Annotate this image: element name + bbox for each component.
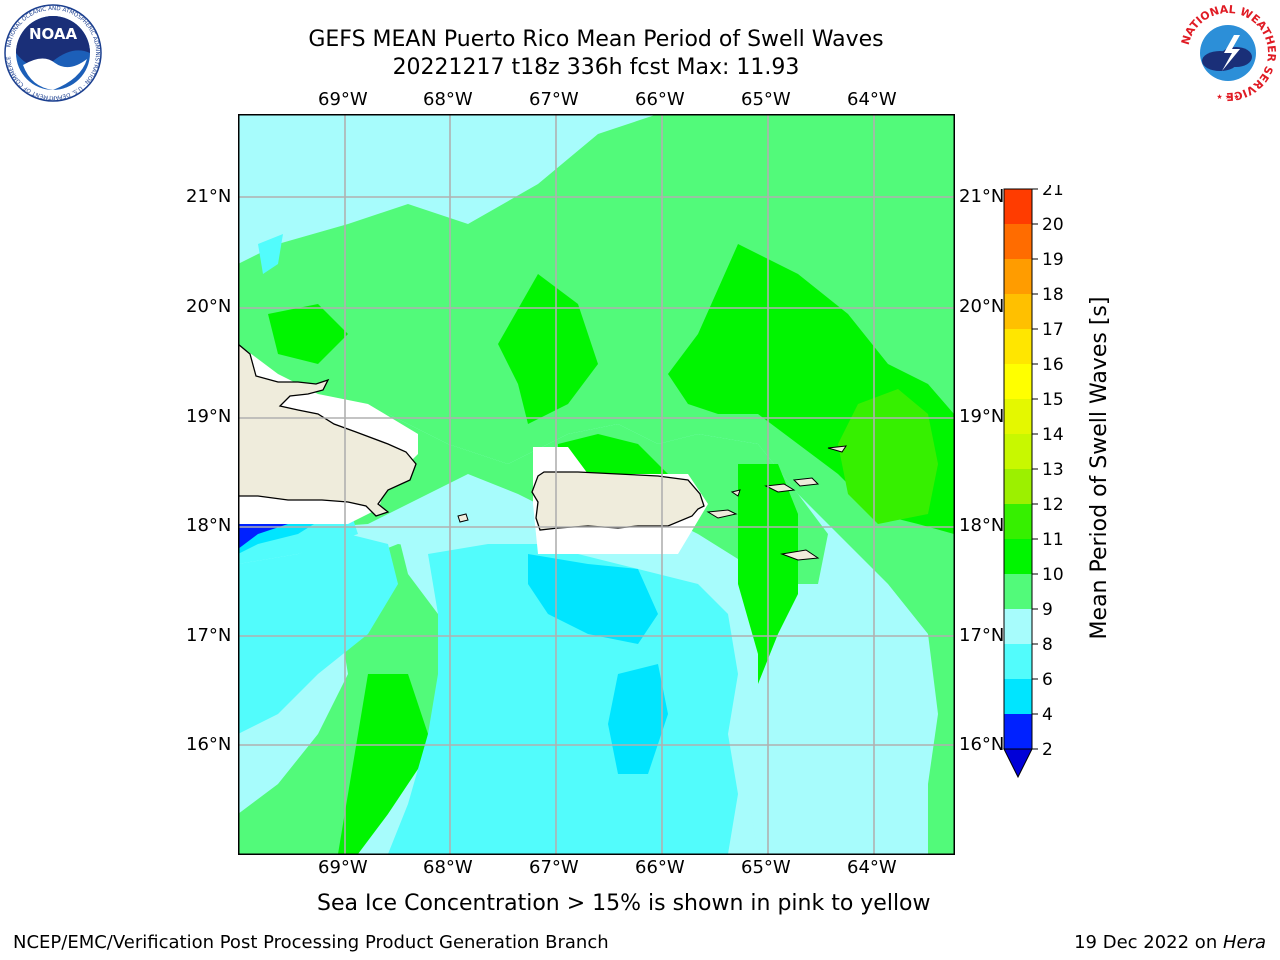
lon-label-bottom-64w: 64°W: [847, 857, 897, 878]
anegada-island: [827, 445, 848, 453]
colorbar-swatch: [1004, 644, 1032, 679]
colorbar-swatch: [1004, 434, 1032, 469]
colorbar-swatch: [1004, 539, 1032, 574]
colorbar-tick-label: 9: [1042, 600, 1053, 620]
sea-ice-note: Sea Ice Concentration > 15% is shown in …: [317, 891, 931, 916]
colorbar-tick-label: 2: [1042, 740, 1053, 760]
footer-host: Hera: [1222, 932, 1266, 953]
colorbar-tick-label: 21: [1042, 185, 1064, 200]
st-croix-island: [780, 549, 820, 561]
contour-6-8s-southwest: [238, 534, 398, 734]
lon-label-bottom-68w: 68°W: [423, 857, 473, 878]
lat-label-right-21n: 21°N: [959, 186, 1005, 207]
contour-4-6s-a: [528, 554, 658, 644]
colorbar-label: Mean Period of Swell Waves [s]: [1087, 297, 1112, 640]
footer-date-text: 19 Dec 2022 on: [1074, 932, 1223, 953]
contour-4-6s-b: [608, 664, 668, 774]
colorbar-swatch: [1004, 679, 1032, 714]
colorbar-tick-label: 15: [1042, 390, 1064, 410]
colorbar-tick-label: 6: [1042, 670, 1053, 690]
colorbar-swatch: [1004, 469, 1032, 504]
colorbar-swatch: [1004, 399, 1032, 434]
noaa-logo: NOAA NATIONAL OCEANIC AND ATMOSPHERIC AD…: [4, 4, 102, 102]
colorbar-under-triangle: [1003, 748, 1033, 779]
lat-label-right-19n: 19°N: [959, 406, 1005, 427]
lat-label-left-18n: 18°N: [186, 515, 232, 536]
lon-label-top-64w: 64°W: [847, 89, 897, 110]
lat-label-left-21n: 21°N: [186, 186, 232, 207]
vieques-island: [706, 509, 738, 519]
colorbar-tick-label: 20: [1042, 215, 1064, 235]
lat-label-right-17n: 17°N: [959, 625, 1005, 646]
lat-label-right-20n: 20°N: [959, 296, 1005, 317]
lon-label-top-66w: 66°W: [635, 89, 685, 110]
map-frame: [238, 114, 955, 855]
colorbar-swatch: [1004, 294, 1032, 329]
puerto-rico-land: [531, 471, 705, 531]
colorbar-swatch: [1004, 224, 1032, 259]
colorbar-tick-label: 12: [1042, 495, 1064, 515]
colorbar-tick-label: 18: [1042, 285, 1064, 305]
lat-label-left-19n: 19°N: [186, 406, 232, 427]
colorbar-tick-label: 10: [1042, 565, 1064, 585]
lat-label-right-16n: 16°N: [959, 734, 1005, 755]
colorbar-tick-label: 13: [1042, 460, 1064, 480]
contour-11-12s: [838, 389, 938, 524]
lon-label-top-68w: 68°W: [423, 89, 473, 110]
colorbar-swatch: [1004, 609, 1032, 644]
colorbar-swatches: [1003, 188, 1033, 779]
colorbar-swatch: [1004, 504, 1032, 539]
colorbar-tick-label: 4: [1042, 705, 1053, 725]
map-subtitle: 20221217 t18z 336h fcst Max: 11.93: [392, 55, 800, 80]
lat-label-left-16n: 16°N: [186, 734, 232, 755]
mona-island: [457, 513, 469, 523]
colorbar-swatch: [1004, 259, 1032, 294]
culebra-island: [730, 489, 741, 497]
map-gridlines: [238, 114, 954, 854]
nws-logo: NATIONAL WEATHER SERVICE ★ ★ ★: [1179, 3, 1278, 103]
colorbar-swatch: [1004, 574, 1032, 609]
contour-10-11s-f: [268, 304, 348, 364]
colorbar-tick-label: 16: [1042, 355, 1064, 375]
colorbar-swatch: [1004, 329, 1032, 364]
colorbar-swatch: [1004, 189, 1032, 224]
noaa-logo-text: NOAA: [29, 25, 78, 43]
lon-label-top-67w: 67°W: [529, 89, 579, 110]
svg-text:★ ★ ★: ★ ★ ★: [1216, 93, 1239, 101]
swell-period-map: [238, 114, 955, 855]
lat-label-left-17n: 17°N: [186, 625, 232, 646]
colorbar-swatch: [1004, 364, 1032, 399]
footer-date: 19 Dec 2022 on Hera: [1074, 932, 1266, 953]
contour-10-11s-a: [498, 274, 598, 424]
tortola-island: [792, 477, 820, 487]
colorbar-tick-label: 11: [1042, 530, 1064, 550]
contour-6-8s-northwest: [258, 234, 283, 274]
lon-label-bottom-67w: 67°W: [529, 857, 579, 878]
lat-label-left-20n: 20°N: [186, 296, 232, 317]
map-title: GEFS MEAN Puerto Rico Mean Period of Swe…: [308, 27, 884, 52]
colorbar: 2 4 6 8 9 10 11 12 13 14 15 16 17 18 19 20 21 Mean Perio…: [1003, 185, 1112, 779]
lon-label-top-65w: 65°W: [741, 89, 791, 110]
colorbar-tick-label: 17: [1042, 320, 1064, 340]
lon-label-bottom-69w: 69°W: [318, 857, 368, 878]
colorbar-ticks: 2 4 6 8 9 10 11 12 13 14 15 16 17 18 19 20 21: [1032, 185, 1064, 760]
footer-branch: NCEP/EMC/Verification Post Processing Pr…: [13, 932, 609, 953]
st-thomas-island: [764, 483, 796, 493]
colorbar-tick-label: 19: [1042, 250, 1064, 270]
colorbar-tick-label: 8: [1042, 635, 1053, 655]
lon-label-top-69w: 69°W: [318, 89, 368, 110]
lon-label-bottom-66w: 66°W: [635, 857, 685, 878]
lon-label-bottom-65w: 65°W: [741, 857, 791, 878]
colorbar-tick-label: 14: [1042, 425, 1064, 445]
lat-label-right-18n: 18°N: [959, 515, 1005, 536]
hispaniola-land: [238, 343, 417, 517]
colorbar-swatch: [1004, 714, 1032, 749]
